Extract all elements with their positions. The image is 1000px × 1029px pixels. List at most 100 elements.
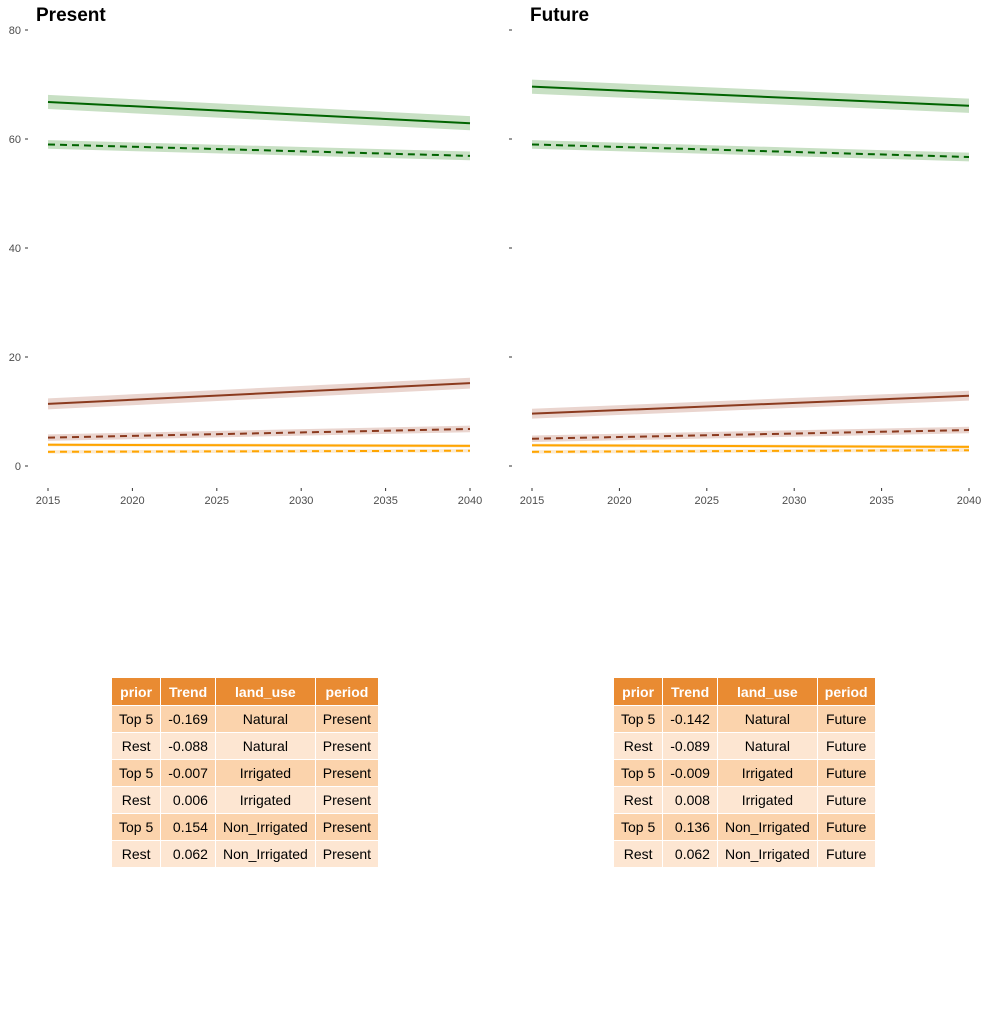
present-series-3-band (48, 425, 470, 441)
present-series-3-line (47, 427, 471, 439)
table-cell: Top 5 (612, 813, 664, 841)
table-cell: Present (314, 786, 380, 814)
table-cell: 0.006 (160, 786, 216, 814)
table-cell: Present (314, 732, 380, 760)
column-header: Trend (662, 677, 718, 706)
column-header: prior (612, 677, 664, 706)
table-cell: Top 5 (612, 705, 664, 733)
table-cell: Non_Irrigated (214, 813, 316, 841)
present-y-tick-label: 80 (9, 25, 21, 37)
table-row: Top 5 -0.142 Natural Future (612, 705, 876, 733)
table-cell: Future (816, 840, 876, 868)
column-header: period (314, 677, 380, 706)
future-trend-table: prior Trend land_use period Top 5 -0.142 Natur… (612, 677, 876, 868)
table-cell: Non_Irrigated (716, 840, 818, 868)
table-row: Top 5 0.154 Non_Irrigated Present (110, 813, 380, 841)
table-cell: Natural (214, 732, 316, 760)
table-cell: Present (314, 759, 380, 787)
future-x-tick-label: 2040 (957, 495, 981, 507)
table-cell: -0.088 (160, 732, 216, 760)
column-header: prior (110, 677, 162, 706)
future-series-0-line (531, 85, 970, 107)
present-series-4-line (47, 443, 471, 447)
table-cell: Natural (716, 732, 818, 760)
table-row: Rest 0.008 Irrigated Future (612, 786, 876, 814)
table-cell: Natural (716, 705, 818, 733)
table-cell: 0.154 (160, 813, 216, 841)
table-row: Top 5 -0.009 Irrigated Future (612, 759, 876, 787)
table-cell: Top 5 (110, 813, 162, 841)
table-header-row: prior Trend land_use period (612, 677, 876, 706)
table-cell: Future (816, 813, 876, 841)
future-x-tick-label: 2025 (695, 495, 719, 507)
table-cell: -0.009 (662, 759, 718, 787)
table-cell: Top 5 (110, 759, 162, 787)
present-x-tick-label: 2040 (458, 495, 482, 507)
present-series-5-line (47, 449, 471, 453)
present-trend-table: prior Trend land_use period Top 5 -0.169 Natur… (110, 677, 380, 868)
future-x-tick-label: 2020 (607, 495, 631, 507)
present-x-tick-label: 2035 (373, 495, 397, 507)
panel-title-present: Present (36, 5, 106, 26)
future-series-5-line (531, 449, 970, 453)
table-cell: 0.136 (662, 813, 718, 841)
table-cell: -0.142 (662, 705, 718, 733)
present-series-1-line (47, 143, 471, 157)
table-cell: Top 5 (110, 705, 162, 733)
table-cell: Rest (612, 732, 664, 760)
table-cell: Top 5 (612, 759, 664, 787)
column-header: land_use (214, 677, 316, 706)
table-cell: Irrigated (214, 786, 316, 814)
table-row: Top 5 -0.169 Natural Present (110, 705, 380, 733)
table-cell: Non_Irrigated (716, 813, 818, 841)
table-cell: -0.089 (662, 732, 718, 760)
table-cell: 0.062 (160, 840, 216, 868)
table-cell: -0.007 (160, 759, 216, 787)
future-series-1-line (531, 143, 970, 158)
table-cell: Present (314, 705, 380, 733)
present-x-tick-label: 2025 (205, 495, 229, 507)
table-row: Top 5 0.136 Non_Irrigated Future (612, 813, 876, 841)
table-cell: Future (816, 759, 876, 787)
column-header: land_use (716, 677, 818, 706)
table-cell: Irrigated (716, 786, 818, 814)
table-row: Rest -0.089 Natural Future (612, 732, 876, 760)
table-cell: Irrigated (716, 759, 818, 787)
table-row: Rest 0.006 Irrigated Present (110, 786, 380, 814)
table-cell: Non_Irrigated (214, 840, 316, 868)
present-x-tick-label: 2030 (289, 495, 313, 507)
table-cell: 0.062 (662, 840, 718, 868)
future-x-tick-label: 2035 (869, 495, 893, 507)
future-x-tick-label: 2030 (782, 495, 806, 507)
table-cell: Rest (110, 732, 162, 760)
present-y-tick-label: 0 (15, 461, 21, 473)
table-cell: Rest (612, 786, 664, 814)
panel-title-future: Future (530, 5, 590, 26)
future-chart: 2015 2020 2025 2030 2035 2040 (509, 29, 981, 507)
table-cell: Natural (214, 705, 316, 733)
present-series-2-line (47, 382, 471, 405)
present-series-1-band (48, 140, 470, 161)
present-x-tick-label: 2015 (36, 495, 60, 507)
column-header: period (816, 677, 876, 706)
table-cell: Future (816, 786, 876, 814)
present-y-tick-label: 20 (9, 352, 21, 364)
table-cell: Rest (110, 840, 162, 868)
future-x-tick-label: 2015 (520, 495, 544, 507)
future-series-4-line (531, 444, 970, 448)
table-row: Rest 0.062 Non_Irrigated Future (612, 840, 876, 868)
table-cell: Future (816, 732, 876, 760)
present-y-tick-label: 60 (9, 134, 21, 146)
table-cell: Present (314, 840, 380, 868)
table-row: Rest 0.062 Non_Irrigated Present (110, 840, 380, 868)
table-cell: Irrigated (214, 759, 316, 787)
table-cell: 0.008 (662, 786, 718, 814)
column-header: Trend (160, 677, 216, 706)
table-row: Top 5 -0.007 Irrigated Present (110, 759, 380, 787)
present-x-tick-label: 2020 (120, 495, 144, 507)
table-cell: Future (816, 705, 876, 733)
future-series-2-line (531, 394, 970, 415)
present-series-0-line (47, 100, 471, 125)
future-series-3-line (531, 429, 970, 440)
table-cell: Present (314, 813, 380, 841)
